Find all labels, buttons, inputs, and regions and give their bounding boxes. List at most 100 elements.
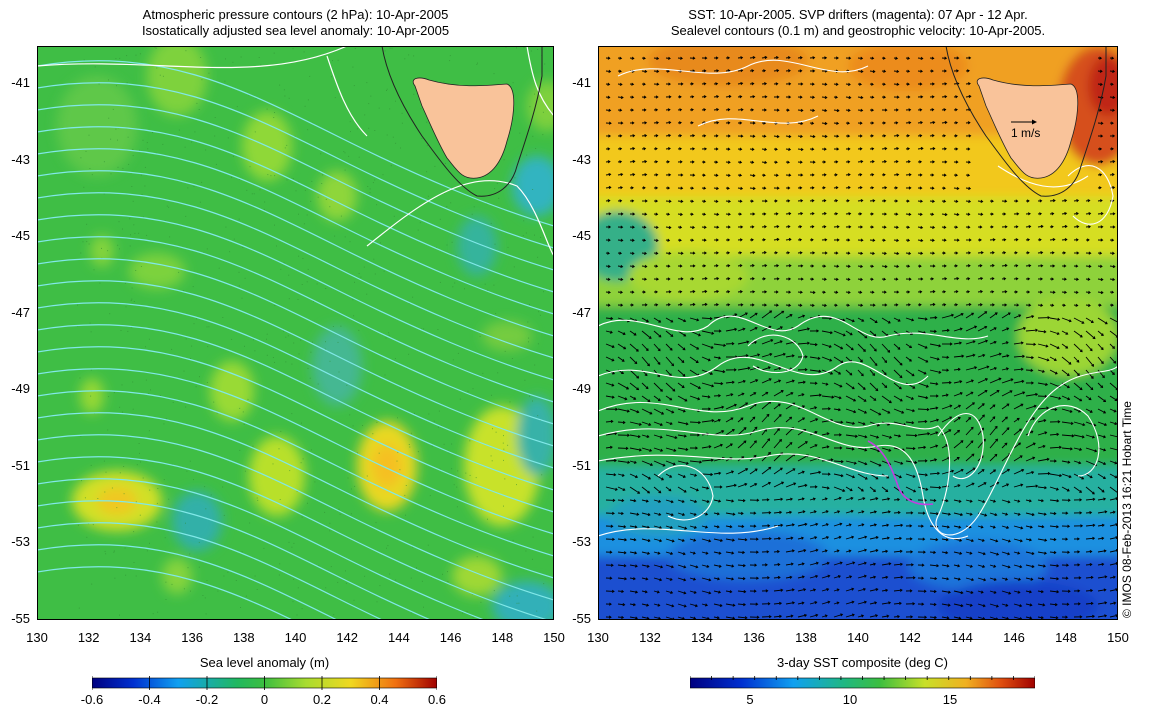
data-point-dot bbox=[300, 339, 302, 341]
velocity-arrow-head bbox=[1005, 577, 1009, 581]
velocity-arrow-head bbox=[935, 394, 939, 398]
velocity-arrow bbox=[869, 549, 878, 553]
velocity-arrow-head bbox=[933, 550, 937, 555]
velocity-arrow bbox=[713, 577, 720, 580]
data-point-dot bbox=[525, 232, 527, 234]
velocity-arrow bbox=[833, 109, 839, 112]
velocity-arrow-head bbox=[728, 94, 732, 99]
velocity-arrow-head bbox=[956, 238, 960, 242]
data-point-dot bbox=[535, 148, 537, 149]
velocity-arrow-head bbox=[1052, 237, 1056, 242]
velocity-arrow-head bbox=[824, 82, 828, 86]
velocity-arrow bbox=[989, 341, 997, 345]
data-point-dot bbox=[534, 364, 536, 366]
data-point-dot bbox=[417, 229, 419, 231]
velocity-arrow-head bbox=[697, 397, 701, 401]
data-point-dot bbox=[266, 354, 268, 356]
velocity-arrow-head bbox=[847, 147, 851, 151]
data-point-dot bbox=[370, 95, 372, 97]
velocity-arrow-head bbox=[656, 121, 659, 125]
data-point-dot bbox=[218, 267, 220, 269]
velocity-arrow-head bbox=[774, 199, 778, 203]
data-point-dot bbox=[378, 452, 380, 454]
velocity-arrow-head bbox=[695, 488, 699, 492]
lon-tick-label: 134 bbox=[129, 630, 152, 645]
velocity-arrow bbox=[689, 499, 697, 503]
velocity-arrow-head bbox=[1111, 290, 1115, 294]
velocity-arrow-head bbox=[667, 108, 671, 112]
velocity-arrow bbox=[737, 427, 747, 436]
velocity-arrow bbox=[677, 551, 686, 555]
velocity-arrow bbox=[617, 525, 626, 528]
velocity-arrow-head bbox=[778, 414, 782, 417]
velocity-arrow-head bbox=[1040, 303, 1044, 307]
velocity-arrow bbox=[653, 564, 663, 568]
data-point-dot bbox=[534, 93, 536, 95]
data-point-dot bbox=[272, 357, 274, 358]
data-point-dot bbox=[344, 152, 346, 154]
velocity-arrow bbox=[749, 174, 755, 177]
velocity-arrow bbox=[893, 602, 902, 605]
velocity-arrow-head bbox=[683, 434, 687, 438]
velocity-arrow-head bbox=[911, 396, 915, 400]
velocity-arrow-head bbox=[635, 590, 639, 594]
velocity-arrow bbox=[701, 577, 711, 581]
data-point-dot bbox=[307, 367, 309, 369]
velocity-arrow-head bbox=[607, 82, 611, 86]
velocity-arrow-head bbox=[667, 264, 671, 268]
velocity-arrow-head bbox=[906, 225, 911, 229]
data-point-dot bbox=[349, 414, 351, 416]
velocity-arrow-head bbox=[956, 457, 960, 460]
pressure-contour bbox=[37, 82, 554, 249]
velocity-arrow-head bbox=[1004, 303, 1008, 307]
velocity-arrow-head bbox=[920, 277, 924, 281]
velocity-arrow-head bbox=[884, 146, 888, 151]
data-point-dot bbox=[131, 298, 133, 300]
velocity-arrow bbox=[617, 395, 627, 400]
velocity-arrow-head bbox=[1017, 590, 1021, 594]
velocity-arrow bbox=[869, 486, 876, 492]
velocity-arrow-head bbox=[615, 407, 618, 411]
velocity-arrow bbox=[737, 551, 745, 554]
velocity-arrow bbox=[617, 460, 630, 464]
velocity-arrow-head bbox=[899, 398, 903, 402]
velocity-arrow-head bbox=[1088, 251, 1092, 255]
colorbar-tick-label: 0.4 bbox=[370, 692, 389, 707]
data-point-dot bbox=[246, 189, 248, 191]
velocity-arrow bbox=[737, 525, 744, 528]
velocity-arrow bbox=[953, 525, 961, 528]
data-point-dot bbox=[368, 127, 370, 129]
velocity-arrow-head bbox=[899, 562, 903, 566]
data-point-dot bbox=[164, 537, 166, 539]
velocity-arrow-head bbox=[925, 384, 929, 388]
velocity-arrow-head bbox=[1028, 538, 1032, 542]
velocity-arrow-head bbox=[692, 289, 696, 294]
velocity-arrow-head bbox=[969, 551, 973, 555]
velocity-arrow-head bbox=[620, 186, 623, 190]
velocity-arrow bbox=[869, 588, 878, 592]
velocity-arrow-head bbox=[1016, 303, 1020, 307]
data-point-dot bbox=[216, 412, 218, 414]
data-point-dot bbox=[132, 148, 134, 150]
velocity-arrow bbox=[941, 314, 954, 319]
data-point-dot bbox=[191, 345, 193, 347]
velocity-arrow bbox=[821, 395, 834, 398]
velocity-arrow-head bbox=[643, 290, 646, 294]
velocity-arrow-head bbox=[969, 499, 973, 503]
velocity-arrow-head bbox=[740, 81, 744, 86]
velocity-arrow-head bbox=[967, 160, 971, 164]
velocity-arrow bbox=[1025, 442, 1036, 449]
velocity-arrow-head bbox=[896, 69, 900, 73]
velocity-arrow bbox=[689, 317, 699, 321]
velocity-arrow bbox=[785, 392, 793, 397]
data-point-dot bbox=[279, 499, 281, 500]
velocity-arrow-head bbox=[683, 604, 687, 608]
velocity-arrow-head bbox=[887, 497, 891, 501]
velocity-arrow-head bbox=[642, 186, 646, 190]
data-point-dot bbox=[444, 192, 446, 194]
velocity-arrow-head bbox=[715, 134, 719, 138]
data-point-dot bbox=[471, 593, 473, 595]
velocity-arrow-head bbox=[897, 318, 901, 322]
velocity-arrow bbox=[857, 536, 867, 540]
velocity-arrow bbox=[797, 454, 809, 462]
